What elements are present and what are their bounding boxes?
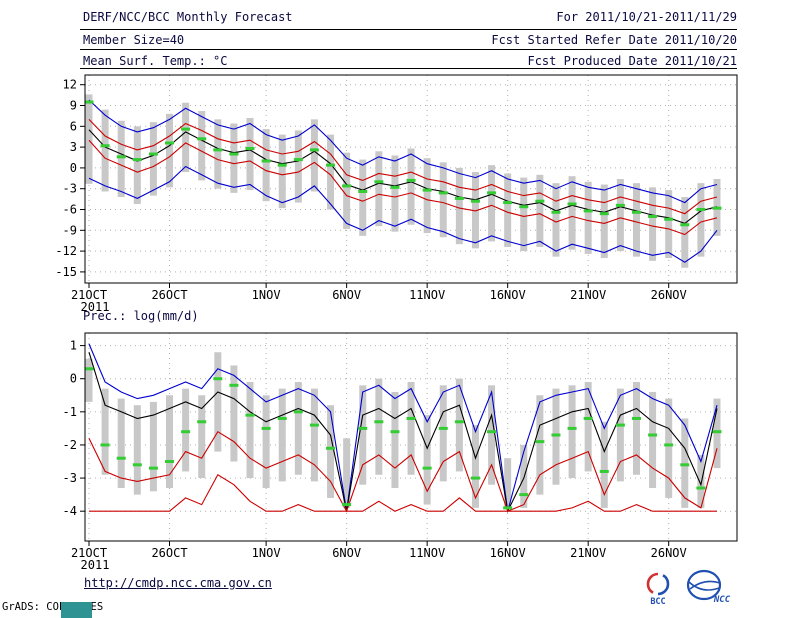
temperature-chart-red-upper-line — [88, 119, 718, 215]
x-tick-label: 1NOV — [252, 546, 281, 560]
x-tick-label: 21NOV — [570, 288, 606, 302]
x-tick-label: 16NOV — [490, 288, 526, 302]
teal-block — [61, 602, 92, 618]
bcc-logo-red-swirl — [646, 572, 659, 594]
y-tick-label: -1 — [63, 405, 77, 419]
x-tick-label: 26NOV — [651, 288, 687, 302]
bcc-logo: BCC — [646, 572, 670, 606]
y-tick-label: 9 — [70, 99, 77, 113]
y-tick-label: -6 — [63, 203, 77, 217]
green-mean-dashes — [84, 367, 722, 510]
bcc-logo-label: BCC — [650, 597, 665, 606]
x-tick-label: 21NOV — [570, 546, 606, 560]
x-tick-label: 21OCT — [71, 288, 107, 302]
y-tick-label: 0 — [70, 161, 77, 175]
x-tick-year-label: 2011 — [81, 300, 110, 314]
x-tick-year-label: 2011 — [81, 558, 110, 572]
y-tick-label: -4 — [63, 504, 77, 518]
green-mean-dashes — [84, 100, 722, 227]
ncc-logo-swoosh-2 — [688, 581, 720, 591]
y-tick-label: -3 — [63, 182, 77, 196]
ncc-logo-swoosh-1 — [689, 580, 721, 590]
temperature-chart-red-lower-line — [88, 139, 718, 236]
x-tick-label: 26OCT — [151, 546, 187, 560]
page-title: DERF/NCC/BCC Monthly Forecast — [83, 10, 293, 24]
y-tick-label: 0 — [70, 372, 77, 386]
temperature-chart-blue-min-line — [88, 165, 718, 263]
x-tick-label: 21OCT — [71, 546, 107, 560]
x-tick-label: 11NOV — [409, 288, 445, 302]
precip-panel-title: Prec.: log(mm/d) — [83, 309, 199, 323]
y-tick-label: -15 — [55, 265, 77, 279]
forecast-range: For 2011/10/21-2011/11/29 — [556, 10, 737, 24]
header-rule-3 — [80, 68, 737, 69]
source-url: http://cmdp.ncc.cma.gov.cn — [84, 576, 272, 590]
precipitation-chart-blue-max-line — [88, 343, 718, 512]
precipitation-chart-red-lower-line — [88, 430, 718, 513]
temperature-chart-black-median-line — [88, 129, 718, 225]
x-tick-label: 16NOV — [490, 546, 526, 560]
y-tick-label: 12 — [63, 78, 77, 92]
y-tick-label: 6 — [70, 119, 77, 133]
header-rule-1 — [80, 29, 737, 30]
member-size: Member Size=40 — [83, 33, 185, 47]
ncc-logo: NCC — [686, 569, 731, 605]
y-tick-label: 1 — [70, 339, 77, 353]
fcst-produced-date: Fcst Produced Date 2011/10/21 — [527, 54, 737, 68]
x-tick-label: 6NOV — [332, 288, 361, 302]
spread-bars — [85, 352, 721, 508]
y-tick-label: -9 — [63, 223, 77, 237]
fcst-started-date: Fcst Started Refer Date 2011/10/20 — [491, 33, 737, 47]
ncc-logo-globe — [686, 569, 722, 601]
x-tick-label: 11NOV — [409, 546, 445, 560]
y-tick-label: -3 — [63, 471, 77, 485]
header-rule-2 — [80, 49, 737, 50]
x-tick-label: 6NOV — [332, 546, 361, 560]
ncc-logo-label: NCC — [713, 595, 731, 605]
x-tick-label: 1NOV — [252, 288, 281, 302]
y-tick-label: 3 — [70, 140, 77, 154]
plot-frame — [84, 332, 738, 542]
precipitation-chart-red-min-line — [89, 474, 717, 512]
temp-panel-title: Mean Surf. Temp.: °C — [83, 54, 228, 68]
bcc-logo-blue-swirl — [657, 574, 670, 596]
precipitation-chart-black-median-line — [88, 352, 718, 513]
y-tick-label: -12 — [55, 244, 77, 258]
plot-frame — [84, 74, 738, 284]
x-tick-label: 26NOV — [651, 546, 687, 560]
spread-bars — [85, 94, 721, 268]
temperature-chart-blue-max-line — [88, 99, 718, 204]
y-tick-label: -2 — [63, 438, 77, 452]
x-tick-label: 26OCT — [151, 288, 187, 302]
